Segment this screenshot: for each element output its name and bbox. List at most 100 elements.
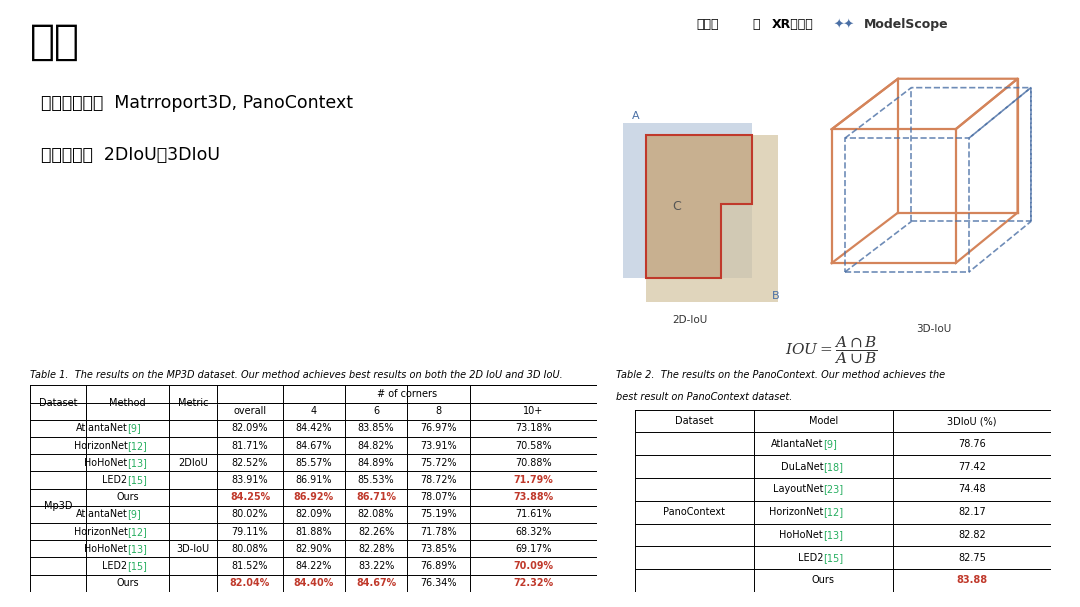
Text: 76.89%: 76.89% xyxy=(420,561,457,571)
Text: 70.58%: 70.58% xyxy=(515,441,552,450)
Text: [12]: [12] xyxy=(127,527,147,537)
Text: AtlantaNet: AtlantaNet xyxy=(771,439,823,449)
Text: 81.52%: 81.52% xyxy=(232,561,268,571)
Text: 85.57%: 85.57% xyxy=(296,458,332,468)
Text: [15]: [15] xyxy=(127,475,147,485)
Text: 86.71%: 86.71% xyxy=(356,492,396,502)
Text: [9]: [9] xyxy=(127,509,141,520)
Text: 68.32%: 68.32% xyxy=(515,527,552,537)
Text: 84.22%: 84.22% xyxy=(296,561,332,571)
Text: 2DIoU: 2DIoU xyxy=(178,458,208,468)
Text: LED2: LED2 xyxy=(798,553,823,563)
Text: 69.17%: 69.17% xyxy=(515,544,552,554)
Text: 73.85%: 73.85% xyxy=(420,544,457,554)
Text: 84.89%: 84.89% xyxy=(357,458,394,468)
Text: 83.85%: 83.85% xyxy=(357,424,394,433)
Text: 84.25%: 84.25% xyxy=(230,492,270,502)
Text: DuLaNet: DuLaNet xyxy=(781,462,823,472)
Text: $IOU = \dfrac{A \cap B}{A \cup B}$: $IOU = \dfrac{A \cap B}{A \cup B}$ xyxy=(785,335,878,367)
Text: HoHoNet: HoHoNet xyxy=(780,530,823,540)
Text: Dataset: Dataset xyxy=(675,416,714,426)
Text: 82.04%: 82.04% xyxy=(230,578,270,588)
Text: 评价指标：  2DIoU，3DIoU: 评价指标： 2DIoU，3DIoU xyxy=(41,146,220,164)
Text: 73.18%: 73.18% xyxy=(515,424,552,433)
Text: 2D-IoU: 2D-IoU xyxy=(672,314,707,325)
Text: 75.72%: 75.72% xyxy=(420,458,457,468)
Text: 80.08%: 80.08% xyxy=(231,544,268,554)
Polygon shape xyxy=(623,123,752,278)
Text: 6: 6 xyxy=(373,406,379,416)
Text: Dataset: Dataset xyxy=(39,398,78,408)
Text: LED2: LED2 xyxy=(103,475,127,485)
Text: 76.97%: 76.97% xyxy=(420,424,457,433)
Text: 82.82: 82.82 xyxy=(958,530,986,540)
Text: 86.92%: 86.92% xyxy=(294,492,334,502)
Text: 78.76: 78.76 xyxy=(958,439,986,449)
Text: 80.02%: 80.02% xyxy=(232,509,268,520)
Text: 71.61%: 71.61% xyxy=(515,509,552,520)
Text: 70.09%: 70.09% xyxy=(513,561,553,571)
Text: 82.26%: 82.26% xyxy=(357,527,394,537)
Text: 82.17: 82.17 xyxy=(958,507,986,517)
Text: 达摩院: 达摩院 xyxy=(697,18,719,31)
Polygon shape xyxy=(646,135,752,278)
Text: Mp3D: Mp3D xyxy=(44,501,72,511)
Text: HorizonNet: HorizonNet xyxy=(73,441,127,450)
Text: XR实验室: XR实验室 xyxy=(772,18,814,31)
Text: AtlantaNet: AtlantaNet xyxy=(76,424,127,433)
Text: LED2: LED2 xyxy=(103,561,127,571)
Text: 83.88: 83.88 xyxy=(956,575,987,585)
Text: [15]: [15] xyxy=(127,561,147,571)
Text: 🔥: 🔥 xyxy=(753,18,760,31)
Text: 82.90%: 82.90% xyxy=(296,544,332,554)
Text: [13]: [13] xyxy=(127,544,147,554)
Text: C: C xyxy=(672,200,681,212)
Text: 75.19%: 75.19% xyxy=(420,509,457,520)
Text: [9]: [9] xyxy=(823,439,837,449)
Text: 86.91%: 86.91% xyxy=(296,475,332,485)
Text: 结果: 结果 xyxy=(30,21,80,63)
Text: [18]: [18] xyxy=(823,462,843,472)
Text: 4: 4 xyxy=(311,406,316,416)
Text: 82.09%: 82.09% xyxy=(232,424,268,433)
Text: A: A xyxy=(632,111,640,121)
Text: 81.71%: 81.71% xyxy=(231,441,268,450)
Text: 72.32%: 72.32% xyxy=(513,578,554,588)
Text: 83.91%: 83.91% xyxy=(231,475,268,485)
Text: ✦✦: ✦✦ xyxy=(834,18,854,31)
Text: 3D-IoU: 3D-IoU xyxy=(916,324,951,333)
Text: [12]: [12] xyxy=(127,441,147,450)
Text: Table 2.  The results on the PanoContext. Our method achieves the: Table 2. The results on the PanoContext.… xyxy=(616,370,945,380)
Text: HoHoNet: HoHoNet xyxy=(84,458,127,468)
Text: 76.34%: 76.34% xyxy=(420,578,457,588)
Text: 84.42%: 84.42% xyxy=(296,424,332,433)
Text: [9]: [9] xyxy=(127,424,141,433)
Text: 82.08%: 82.08% xyxy=(357,509,394,520)
Text: LayoutNet: LayoutNet xyxy=(772,484,823,494)
Text: 78.72%: 78.72% xyxy=(420,475,457,485)
Text: 74.48: 74.48 xyxy=(958,484,986,494)
Text: Ours: Ours xyxy=(117,492,139,502)
Text: 73.91%: 73.91% xyxy=(420,441,457,450)
Text: overall: overall xyxy=(233,406,267,416)
Text: 82.52%: 82.52% xyxy=(232,458,268,468)
Text: HorizonNet: HorizonNet xyxy=(769,507,823,517)
Polygon shape xyxy=(646,135,779,302)
Text: Method: Method xyxy=(109,398,146,408)
Text: 73.88%: 73.88% xyxy=(513,492,554,502)
Text: 79.11%: 79.11% xyxy=(231,527,268,537)
Text: 10+: 10+ xyxy=(524,406,543,416)
Text: Table 1.  The results on the MP3D dataset. Our method achieves best results on b: Table 1. The results on the MP3D dataset… xyxy=(30,370,563,380)
Text: 70.88%: 70.88% xyxy=(515,458,552,468)
Text: 83.22%: 83.22% xyxy=(357,561,394,571)
Text: 85.53%: 85.53% xyxy=(357,475,394,485)
Text: HorizonNet: HorizonNet xyxy=(73,527,127,537)
Text: Ours: Ours xyxy=(117,578,139,588)
Text: 81.88%: 81.88% xyxy=(296,527,332,537)
Text: PanoContext: PanoContext xyxy=(663,507,726,517)
Text: 8: 8 xyxy=(435,406,442,416)
Text: [13]: [13] xyxy=(127,458,147,468)
Text: 3DIoU (%): 3DIoU (%) xyxy=(947,416,997,426)
Text: [13]: [13] xyxy=(823,530,843,540)
Text: Ours: Ours xyxy=(812,575,835,585)
